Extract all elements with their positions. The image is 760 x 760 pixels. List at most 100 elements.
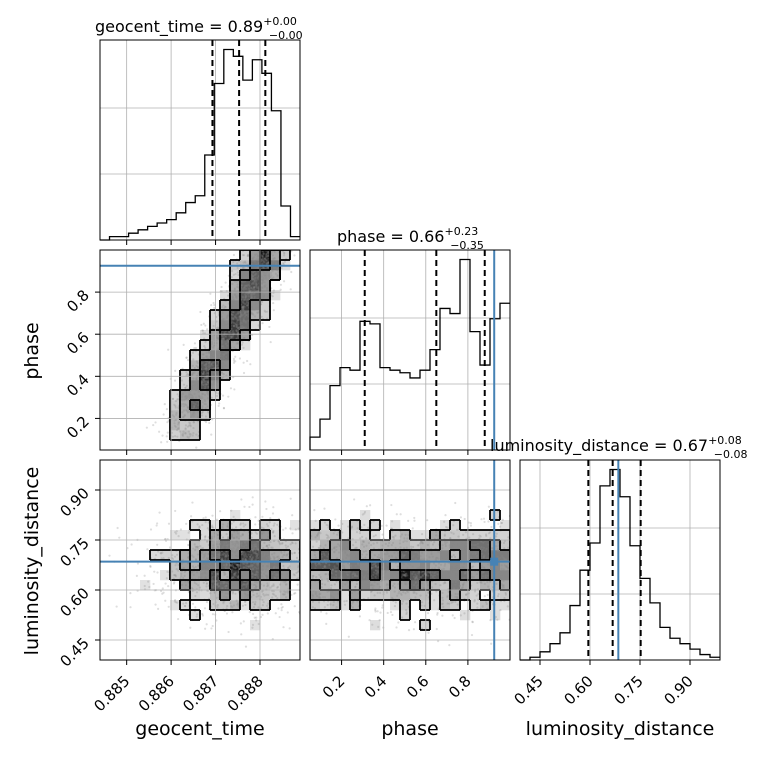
scatter-point [216,605,219,609]
scatter-point [276,577,280,580]
scatter-point [253,260,257,263]
scatter-point [177,563,180,567]
scatter-point [454,501,457,505]
scatter-point [251,572,254,575]
scatter-point [223,585,227,588]
density-cell [160,550,171,561]
scatter-point [230,535,233,539]
density-cell [320,600,331,611]
density-cell [330,580,341,591]
scatter-point [472,533,475,536]
scatter-point [253,566,256,569]
density-cell [210,340,221,351]
scatter-point [417,552,420,556]
scatter-point [401,616,404,619]
scatter-point [185,371,188,374]
scatter-point [276,273,279,277]
scatter-point [392,536,396,539]
scatter-point [201,392,204,396]
scatter-point [311,594,315,598]
scatter-point [129,606,132,609]
density-cell [170,600,181,611]
density-cell [330,590,341,601]
scatter-point [403,537,406,540]
scatter-point [490,525,493,529]
scatter-point [223,541,226,545]
scatter-point [231,318,235,321]
scatter-point [234,301,237,304]
scatter-point [414,551,417,554]
scatter-point [317,532,320,535]
scatter-point [497,594,500,598]
density-cell [360,580,371,591]
scatter-point [325,533,328,536]
density-cell [260,270,271,281]
scatter-point [312,574,315,578]
scatter-point [245,585,248,589]
scatter-point [264,255,267,258]
density-cell [460,560,471,571]
scatter-point [234,302,237,305]
scatter-point [193,342,197,345]
scatter-point [426,570,429,574]
scatter-point [216,563,219,566]
scatter-point [236,532,240,535]
scatter-point [251,549,255,553]
scatter-point [217,337,220,340]
scatter-point [500,521,504,525]
scatter-point [405,602,408,605]
scatter-point [215,575,218,578]
scatter-point [211,514,214,517]
scatter-point [200,411,203,415]
scatter-point [255,545,258,548]
scatter-point [216,572,219,575]
scatter-point [252,308,255,311]
scatter-point [463,576,466,580]
scatter-point [484,574,487,577]
scatter-point [245,272,248,276]
scatter-point [206,564,209,567]
scatter-point [485,601,488,604]
density-cell [500,560,510,571]
density-cell [330,550,341,561]
scatter-point [191,374,194,377]
scatter-point [311,545,315,548]
scatter-point [335,566,339,570]
scatter-point [459,614,462,617]
scatter-point [326,534,329,537]
scatter-point [439,563,443,566]
scatter-point [246,590,249,594]
scatter-point [250,286,253,289]
scatter-point [344,551,347,555]
scatter-point [453,586,456,590]
scatter-point [250,276,253,279]
scatter-point [205,585,208,588]
scatter-point [239,622,242,625]
scatter-point [332,547,336,550]
scatter-point [244,554,247,557]
scatter-point [483,520,486,524]
scatter-point [449,567,452,571]
density-cell [360,550,371,561]
scatter-point [222,353,225,356]
scatter-point [255,286,258,289]
scatter-point [485,547,488,550]
scatter-point [244,296,247,299]
scatter-point [254,543,257,546]
density-cell [210,520,221,531]
scatter-point [223,353,226,356]
scatter-point [462,565,465,568]
scatter-point [347,570,350,573]
scatter-point [423,570,426,574]
scatter-point [274,262,277,266]
scatter-point [208,421,211,425]
scatter-point [234,585,237,588]
scatter-point [266,582,269,585]
scatter-point [289,543,292,546]
scatter-point [228,563,231,567]
scatter-point [441,568,444,571]
density-cell [250,560,261,571]
density-cell [460,580,471,591]
scatter-point [333,583,336,586]
scatter-point [189,424,192,427]
